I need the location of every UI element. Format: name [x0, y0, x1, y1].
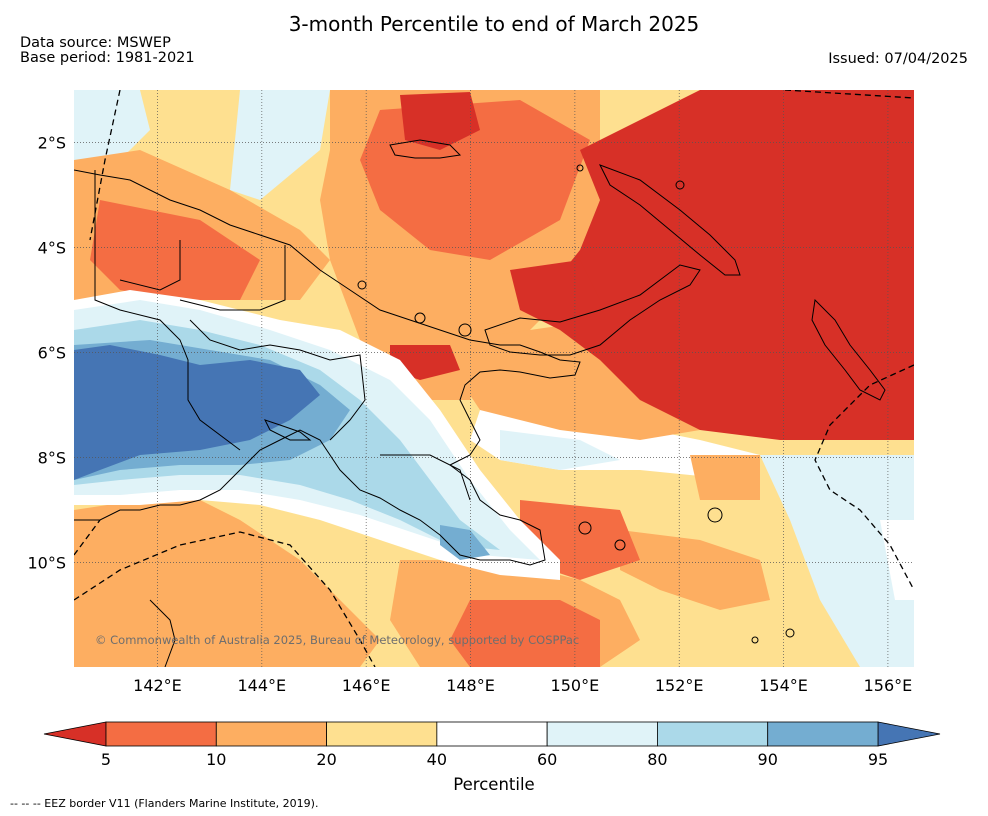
colorbar-bin — [546, 721, 658, 747]
lon-tick-label: 142°E — [133, 676, 182, 695]
lat-tick-label: 8°S — [38, 449, 66, 468]
percentile-map — [74, 90, 914, 667]
colorbar-tick-label: 80 — [647, 750, 667, 769]
colorbar-bin — [657, 721, 769, 747]
colorbar-bin — [326, 721, 438, 747]
lat-tick-label: 6°S — [38, 344, 66, 363]
eez-footnote: -- -- -- EEZ border V11 (Flanders Marine… — [10, 797, 319, 810]
lat-tick-label: 2°S — [38, 134, 66, 153]
lon-tick-label: 144°E — [237, 676, 286, 695]
lat-tick-label: 4°S — [38, 239, 66, 258]
lat-tick-label: 10°S — [27, 554, 66, 573]
colorbar-bin — [767, 721, 879, 747]
lon-tick-label: 148°E — [446, 676, 495, 695]
data-source-info: Data source: MSWEP Base period: 1981-202… — [20, 36, 195, 66]
latitude-tick-labels: 2°S 4°S 6°S 8°S 10°S — [27, 134, 66, 573]
colorbar-bin — [105, 721, 217, 747]
colorbar-over-arrow — [877, 721, 941, 747]
colorbar-tick-label: 60 — [537, 750, 557, 769]
map-gridlines — [74, 90, 914, 667]
lon-tick-label: 150°E — [551, 676, 600, 695]
eez-borders — [74, 90, 914, 667]
colorbar-tick-label: 40 — [427, 750, 447, 769]
colorbar-bin — [436, 721, 548, 747]
colorbar-bin — [215, 721, 327, 747]
lon-tick-label: 154°E — [759, 676, 808, 695]
colorbar-title: Percentile — [453, 775, 535, 794]
colorbar-tick-label: 5 — [101, 750, 111, 769]
data-source: Data source: MSWEP — [20, 35, 171, 51]
copyright-notice: © Commonwealth of Australia 2025, Bureau… — [95, 633, 580, 647]
issued-date: Issued: 07/04/2025 — [828, 51, 968, 67]
lon-tick-label: 152°E — [655, 676, 704, 695]
colorbar-under-arrow — [43, 721, 107, 747]
lon-tick-label: 156°E — [864, 676, 913, 695]
colorbar-tick-label: 90 — [758, 750, 778, 769]
map-title: 3-month Percentile to end of March 2025 — [288, 12, 700, 36]
lon-tick-label: 146°E — [342, 676, 391, 695]
colorbar: 5 10 20 40 60 80 90 95 — [43, 721, 941, 769]
colorbar-tick-label: 20 — [316, 750, 336, 769]
longitude-tick-labels: 142°E 144°E 146°E 148°E 150°E 152°E 154°E 156°E — [133, 676, 912, 695]
base-period: Base period: 1981-2021 — [20, 50, 195, 66]
colorbar-tick-label: 10 — [206, 750, 226, 769]
coastlines — [74, 139, 886, 667]
colorbar-tick-label: 95 — [868, 750, 888, 769]
